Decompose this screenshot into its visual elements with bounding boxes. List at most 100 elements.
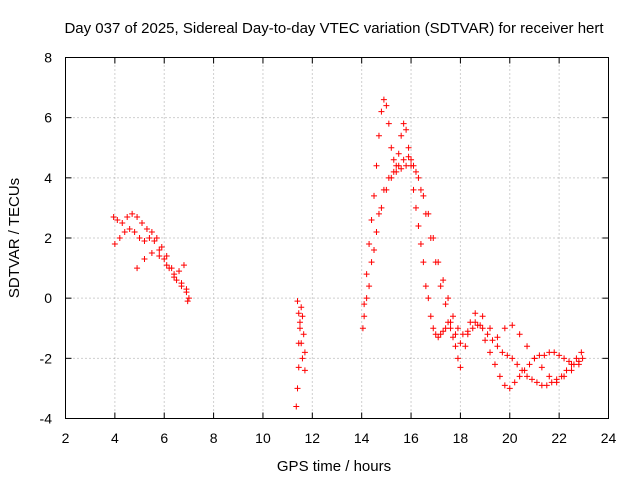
data-point [185, 295, 192, 302]
data-point [300, 331, 307, 338]
data-point [366, 283, 373, 290]
data-point [491, 361, 498, 368]
data-point [568, 367, 575, 374]
data-point [489, 337, 496, 344]
data-point [410, 162, 417, 169]
data-point [427, 235, 434, 241]
data-point [531, 355, 538, 362]
data-point [511, 379, 518, 386]
data-point [524, 373, 531, 380]
x-tick-label: 20 [502, 430, 518, 446]
data-point [454, 355, 461, 362]
data-point [533, 379, 540, 386]
data-point [295, 364, 302, 371]
data-point [110, 213, 117, 220]
x-tick-labels: 2 4 6 8 10 12 14 16 18 20 22 24 [62, 430, 617, 446]
data-point [161, 256, 168, 263]
data-point [134, 265, 141, 272]
data-point [541, 352, 548, 359]
data-point [524, 343, 531, 350]
data-point [131, 228, 138, 235]
data-point [509, 355, 516, 362]
data-point [183, 286, 190, 293]
data-point [494, 343, 501, 350]
data-point [447, 325, 454, 332]
data-point [457, 340, 464, 347]
data-point [111, 241, 118, 248]
data-point [158, 244, 165, 251]
data-point [553, 379, 560, 386]
x-tick-label: 10 [255, 430, 271, 446]
data-point [415, 174, 422, 181]
data-point [454, 325, 461, 332]
data-point [375, 210, 382, 217]
data-point [573, 355, 580, 362]
data-point [126, 225, 133, 232]
data-point [546, 373, 553, 380]
series-segment-2 [293, 298, 308, 410]
data-point [464, 331, 471, 338]
y-axis-label: SDTVAR / TECUs [6, 178, 23, 298]
y-tick-labels: -4 -2 0 2 4 6 8 [40, 50, 53, 427]
data-point [482, 337, 489, 344]
y-tick-label: -2 [40, 350, 53, 366]
x-tick-label: 4 [111, 430, 119, 446]
data-point [361, 313, 368, 320]
data-point [440, 328, 447, 335]
data-point [301, 367, 308, 374]
grid [65, 57, 609, 419]
data-point [445, 295, 452, 302]
data-point [383, 186, 390, 193]
data-point [422, 210, 429, 217]
data-point [296, 319, 303, 326]
data-point [494, 334, 501, 341]
data-point [361, 301, 368, 308]
data-point [390, 156, 397, 163]
data-point [405, 153, 412, 160]
series-segment-1 [110, 210, 192, 305]
data-point [501, 382, 508, 389]
data-point [141, 238, 148, 245]
data-point [363, 271, 370, 278]
y-tick-label: -4 [40, 411, 53, 427]
data-point [408, 156, 415, 163]
data-point [371, 247, 378, 254]
data-point [427, 313, 434, 320]
data-points [110, 96, 586, 410]
data-point [141, 256, 148, 263]
data-point [301, 349, 308, 356]
data-point [385, 120, 392, 127]
data-point [294, 298, 301, 305]
data-point [359, 325, 366, 332]
data-point [487, 325, 494, 332]
data-point [432, 259, 439, 266]
y-tick-label: 6 [44, 110, 52, 126]
data-point [516, 373, 523, 380]
data-point [450, 334, 457, 341]
data-point [166, 265, 173, 272]
data-point [447, 319, 454, 326]
data-point [420, 192, 427, 199]
data-point [163, 262, 170, 269]
data-point [395, 162, 402, 169]
data-point [153, 235, 160, 241]
data-point [442, 301, 449, 308]
data-point [568, 361, 575, 368]
data-point [388, 174, 395, 181]
data-point [398, 165, 405, 172]
data-point [519, 367, 526, 374]
y-tick-label: 0 [44, 290, 52, 306]
y-tick-label: 2 [44, 230, 52, 246]
x-tick-label: 2 [62, 430, 70, 446]
data-point [561, 373, 568, 380]
data-point [430, 325, 437, 332]
data-point [437, 331, 444, 338]
x-tick-label: 8 [210, 430, 218, 446]
data-point [293, 403, 300, 410]
data-point [368, 216, 375, 223]
data-point [163, 253, 170, 260]
data-point [378, 204, 385, 211]
data-point [422, 283, 429, 290]
data-point [388, 144, 395, 151]
data-point [373, 228, 380, 235]
